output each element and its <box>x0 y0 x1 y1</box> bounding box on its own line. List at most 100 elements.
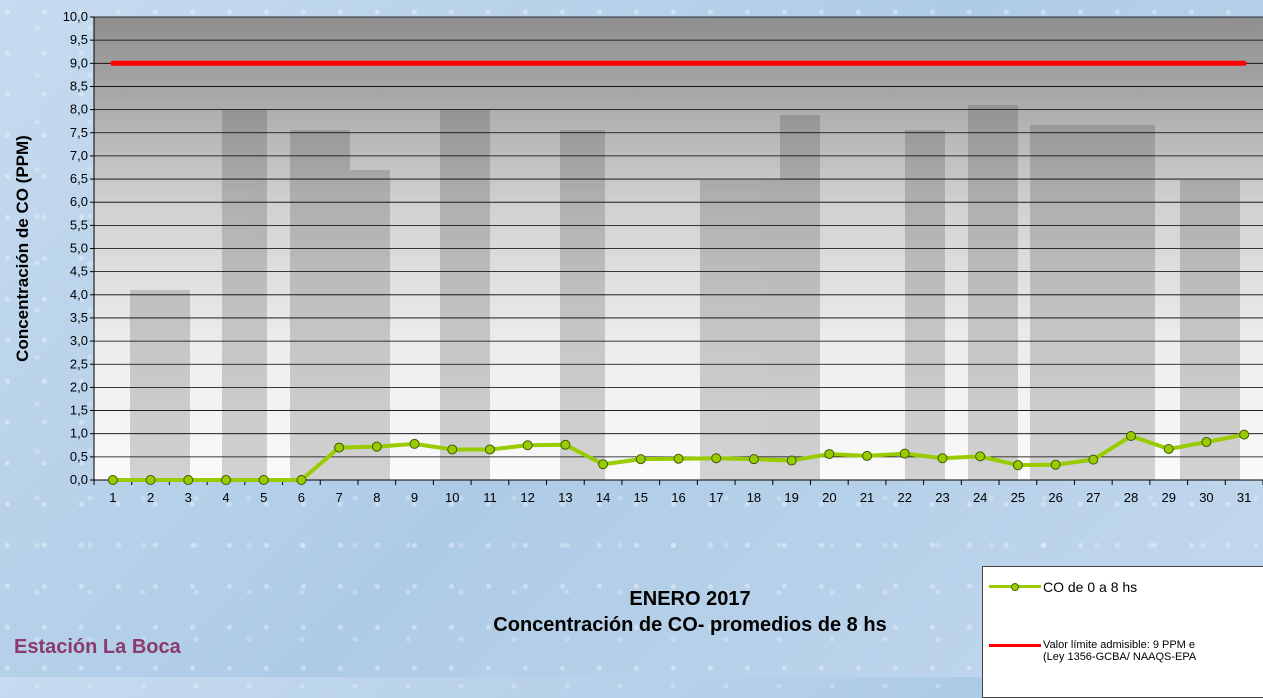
series-point-co <box>1239 429 1250 440</box>
series-group <box>107 60 1250 485</box>
x-tick-label: 10 <box>445 490 459 505</box>
x-tick-label: 1 <box>109 490 116 505</box>
x-tick-label: 9 <box>411 490 418 505</box>
series-point-co <box>145 475 156 485</box>
series-point-co <box>673 453 684 464</box>
station-label: Estación La Boca <box>14 636 181 658</box>
legend: CO de 0 a 8 hs Valor límite admisible: 9… <box>982 566 1263 698</box>
series-point-co <box>258 475 269 485</box>
series-point-co <box>635 454 646 465</box>
x-tick-label: 29 <box>1161 490 1175 505</box>
y-axis-ticks: 0,0 0,5 1,0 1,5 2,0 2,5 3,0 3,5 4,0 4,5 5,0 5,5 6,0 6… <box>63 9 94 487</box>
x-tick-label: 2 <box>147 490 154 505</box>
series-point-co <box>1088 454 1099 465</box>
y-tick-label: 7,0 <box>70 148 88 163</box>
series-point-co <box>183 475 194 485</box>
skyline-building <box>320 170 390 480</box>
series-point-co <box>1012 460 1023 471</box>
chart-title: ENERO 2017 <box>629 588 751 610</box>
skyline-building <box>130 290 190 480</box>
series-point-co <box>1126 431 1137 442</box>
y-tick-label: 0,5 <box>70 449 88 464</box>
legend-label-co: CO de 0 a 8 hs <box>1043 579 1138 595</box>
series-point-co <box>522 440 533 451</box>
co-chart: 0,0 0,5 1,0 1,5 2,0 2,5 3,0 3,5 4,0 4,5 5,0 5,5 6,0 6… <box>13 9 1263 505</box>
legend-swatch-co <box>989 579 1041 593</box>
x-tick-label: 28 <box>1124 490 1138 505</box>
series-point-co <box>334 442 345 453</box>
x-tick-label: 12 <box>520 490 534 505</box>
x-tick-label: 15 <box>634 490 648 505</box>
chart-title-block: ENERO 2017 Concentración de CO- promedio… <box>400 586 980 638</box>
skyline-building <box>905 130 945 480</box>
y-tick-label: 1,5 <box>70 403 88 418</box>
series-point-co <box>560 439 571 450</box>
series-point-co <box>296 475 307 485</box>
x-tick-label: 30 <box>1199 490 1213 505</box>
y-tick-label: 10,0 <box>63 9 88 24</box>
series-point-co <box>484 444 495 455</box>
x-tick-label: 14 <box>596 490 610 505</box>
series-point-co <box>937 453 948 464</box>
x-tick-label: 24 <box>973 490 987 505</box>
series-point-co <box>1050 459 1061 470</box>
skyline-building <box>290 130 350 480</box>
skyline-building <box>1085 125 1155 480</box>
series-point-co <box>1163 443 1174 454</box>
x-tick-label: 16 <box>671 490 685 505</box>
y-tick-label: 8,0 <box>70 102 88 117</box>
legend-label-limit: Valor límite admisible: 9 PPM e <box>1043 639 1196 651</box>
chart-subtitle: Concentración de CO- promedios de 8 hs <box>493 614 887 636</box>
series-point-co <box>598 459 609 470</box>
y-tick-label: 1,0 <box>70 426 88 441</box>
y-tick-label: 9,0 <box>70 55 88 70</box>
legend-label-limit-line2: (Ley 1356-GCBA/ NAAQS-EPA <box>1043 651 1197 663</box>
y-tick-label: 7,5 <box>70 125 88 140</box>
y-tick-label: 4,5 <box>70 264 88 279</box>
y-tick-label: 5,5 <box>70 217 88 232</box>
series-point-co <box>824 449 835 460</box>
y-tick-label: 0,0 <box>70 472 88 487</box>
skyline-building <box>780 115 820 480</box>
y-tick-label: 6,0 <box>70 194 88 209</box>
series-point-co <box>975 451 986 462</box>
series-point-co <box>409 438 420 449</box>
skyline-background <box>130 105 1240 480</box>
series-point-co <box>1201 437 1212 448</box>
x-tick-label: 21 <box>860 490 874 505</box>
x-axis-ticks: 1 2 3 4 5 6 7 8 9 10 11 12 13 14 15 16 17 18 19 20 21 22 23 24 2… <box>93 480 1263 505</box>
series-point-co <box>107 475 118 485</box>
y-tick-label: 2,5 <box>70 356 88 371</box>
skyline-building <box>560 130 605 480</box>
legend-item-limit: Valor límite admisible: 9 PPM e (Ley 135… <box>989 639 1196 663</box>
y-tick-label: 3,5 <box>70 310 88 325</box>
series-point-co <box>862 450 873 461</box>
y-tick-label: 4,0 <box>70 287 88 302</box>
y-tick-label: 3,0 <box>70 333 88 348</box>
x-tick-label: 3 <box>185 490 192 505</box>
x-tick-label: 20 <box>822 490 836 505</box>
series-point-co <box>899 448 910 459</box>
x-tick-label: 26 <box>1048 490 1062 505</box>
x-tick-label: 8 <box>373 490 380 505</box>
legend-swatch-limit <box>989 639 1041 653</box>
x-tick-label: 11 <box>483 490 497 505</box>
y-tick-label: 5,0 <box>70 241 88 256</box>
x-tick-label: 13 <box>558 490 572 505</box>
y-axis-label: Concentración de CO (PPM) <box>13 135 32 362</box>
legend-item-co: CO de 0 a 8 hs <box>989 579 1137 595</box>
series-point-co <box>220 475 231 485</box>
x-tick-label: 5 <box>260 490 267 505</box>
x-tick-label: 23 <box>935 490 949 505</box>
series-point-co <box>371 441 382 452</box>
x-tick-label: 27 <box>1086 490 1100 505</box>
series-point-co <box>786 455 797 466</box>
skyline-building <box>700 180 780 480</box>
series-point-co <box>711 453 722 464</box>
x-tick-label: 18 <box>747 490 761 505</box>
x-tick-label: 7 <box>335 490 342 505</box>
x-tick-label: 19 <box>784 490 798 505</box>
skyline-building <box>1030 125 1085 480</box>
series-point-co <box>748 454 759 465</box>
x-tick-label: 31 <box>1237 490 1251 505</box>
